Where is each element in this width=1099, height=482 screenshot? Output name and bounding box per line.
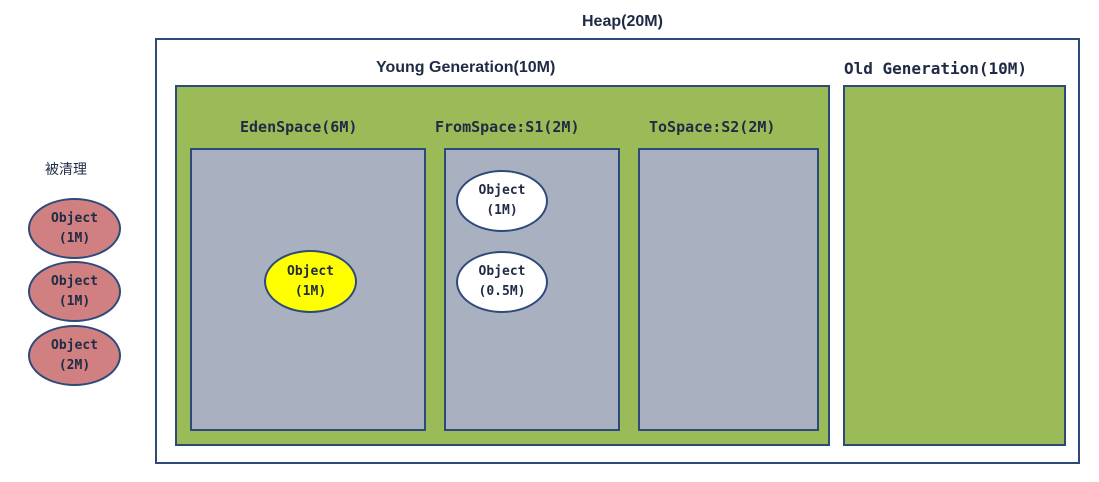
eden-object-line1: Object [287, 263, 334, 279]
from-object-1-line1: Object [478, 183, 526, 198]
cleared-object-2-line1: Object [51, 273, 98, 289]
cleared-object-2-line2: (1M) [58, 293, 91, 309]
cleared-object-3: Object (2M) [28, 325, 121, 386]
cleared-object-3-line2: (2M) [58, 357, 91, 373]
eden-space-title: EdenSpace(6M) [240, 118, 358, 136]
from-object-2-line2: (0.5M) [478, 284, 526, 299]
from-object-2-line1: Object [478, 264, 526, 279]
cleared-object-1-line2: (1M) [58, 230, 91, 246]
old-generation-title: Old Generation(10M) [844, 59, 1028, 78]
cleared-object-3-line1: Object [51, 337, 98, 353]
to-space-title: ToSpace:S2(2M) [649, 118, 776, 136]
cleared-object-1-line1: Object [51, 210, 98, 226]
cleared-object-2: Object (1M) [28, 261, 121, 322]
old-generation-box [843, 85, 1066, 446]
from-object-1: Object (1M) [456, 170, 548, 232]
from-object-2: Object (0.5M) [456, 251, 548, 313]
eden-object-line2: (1M) [294, 283, 327, 299]
young-generation-title: Young Generation(10M) [376, 59, 556, 76]
heap-title: Heap(20M) [582, 13, 663, 30]
to-space-box [638, 148, 819, 431]
from-space-title: FromSpace:S1(2M) [435, 118, 580, 136]
cleared-object-1: Object (1M) [28, 198, 121, 259]
from-object-1-line2: (1M) [486, 203, 518, 218]
cleared-label: 被清理 [45, 162, 87, 178]
eden-object: Object (1M) [264, 250, 357, 313]
